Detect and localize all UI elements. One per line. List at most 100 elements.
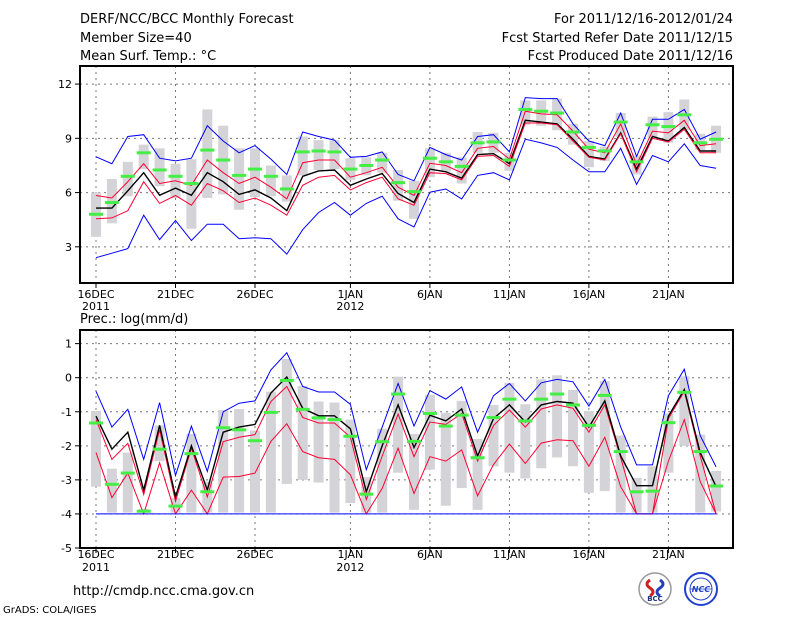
marker-bar [661, 125, 676, 129]
ensemble-box [583, 411, 594, 493]
ensemble-box [218, 410, 229, 513]
marker-bar [566, 130, 580, 134]
marker-bar [89, 421, 103, 425]
marker-bar [486, 140, 501, 144]
marker-bar [661, 421, 676, 425]
marker-bar [327, 150, 342, 154]
y-tick-label: -5 [61, 542, 72, 555]
marker-bar [677, 390, 692, 394]
y-tick-label: -1 [61, 406, 72, 419]
x-tick-label: 16JAN [572, 548, 605, 561]
x-tick-label: 1JAN [337, 288, 363, 301]
marker-bar [104, 201, 119, 205]
ensemble-box [599, 381, 610, 492]
ensemble-box [647, 466, 658, 513]
marker-bar [295, 407, 310, 411]
series-upper-line [95, 385, 717, 515]
x-tick-label: 16DEC [77, 288, 114, 301]
x-tick-label: 11JAN [493, 288, 526, 301]
plot-frame [79, 65, 734, 284]
ensemble-box [313, 401, 324, 483]
series-max-line [95, 351, 717, 478]
marker-bar [629, 490, 644, 494]
series-mean-line [95, 375, 717, 500]
marker-bar [422, 156, 437, 160]
marker-bar [677, 113, 692, 117]
marker-bar [343, 167, 358, 171]
ensemble-box [393, 169, 404, 201]
marker-bar [613, 450, 628, 454]
ensemble-box [122, 161, 133, 197]
ensemble-box [409, 180, 419, 219]
ensemble-box [488, 404, 499, 467]
marker-bar [327, 418, 342, 422]
marker-bar [343, 434, 358, 438]
marker-bar [248, 439, 262, 443]
marker-bar [534, 109, 549, 113]
marker-bar [168, 174, 183, 178]
marker-bar [152, 168, 167, 172]
ensemble-box [504, 382, 515, 473]
plot-frame [79, 329, 734, 549]
marker-bar [454, 164, 469, 168]
y-tick-label: 3 [65, 241, 72, 254]
marker-bar [216, 426, 231, 430]
marker-bar [184, 182, 199, 186]
x-tick-label: 6JAN [417, 548, 443, 561]
marker-bar [311, 149, 326, 153]
ensemble-box [583, 141, 594, 168]
ensemble-box [186, 433, 197, 513]
marker-bar [550, 392, 565, 396]
x-tick-label: 16JAN [572, 288, 605, 301]
ensemble-box [568, 389, 578, 467]
ensemble-box [536, 379, 547, 469]
marker-bar [184, 452, 199, 456]
ensemble-box [440, 412, 451, 506]
marker-bar [168, 504, 183, 508]
ensemble-box [345, 419, 356, 504]
marker-bar [152, 447, 167, 451]
marker-bar [104, 482, 119, 486]
series-max-line [95, 97, 717, 182]
figure-title: DERF/NCC/BCC Monthly Forecast [80, 12, 294, 27]
y-tick-label: 6 [65, 187, 72, 200]
marker-bar [391, 181, 406, 185]
marker-bar [375, 158, 390, 162]
ensemble-box [106, 468, 117, 513]
x-tick-label: 26DEC [236, 548, 273, 561]
ensemble-box [424, 148, 435, 178]
marker-bar [645, 489, 660, 493]
ensemble-box [695, 434, 706, 513]
x-tick-label: 6JAN [417, 288, 443, 301]
forecast-start-date: Fcst Started Refer Date 2011/12/15 [502, 31, 733, 46]
ensemble-box [377, 428, 388, 513]
ensemble-box [679, 376, 690, 446]
ensemble-box [122, 452, 133, 513]
ensemble-box [138, 144, 149, 170]
marker-bar [232, 428, 247, 432]
x-year-label: 2012 [336, 561, 364, 574]
marker-bar [295, 150, 310, 154]
ensemble-box [568, 123, 578, 145]
ensemble-box [424, 394, 435, 470]
ensemble-box [234, 148, 245, 210]
x-year-label: 2012 [336, 300, 364, 313]
marker-bar [263, 410, 278, 414]
marker-bar [518, 107, 533, 111]
marker-bar [200, 490, 215, 494]
marker-bar [454, 413, 469, 417]
marker-bar [216, 158, 231, 162]
marker-bar [629, 160, 644, 164]
marker-bar [709, 484, 724, 488]
ensemble-box [631, 477, 642, 513]
y-tick-label: 0 [65, 372, 72, 385]
ensemble-box [472, 439, 483, 510]
marker-bar [470, 456, 485, 460]
marker-bar [279, 378, 294, 382]
bottom-panel-variable: Prec.: log(mm/d) [80, 312, 188, 327]
marker-bar [248, 167, 262, 171]
ensemble-box [711, 471, 722, 512]
ensemble-box [456, 157, 467, 184]
ensemble-box [154, 425, 165, 462]
